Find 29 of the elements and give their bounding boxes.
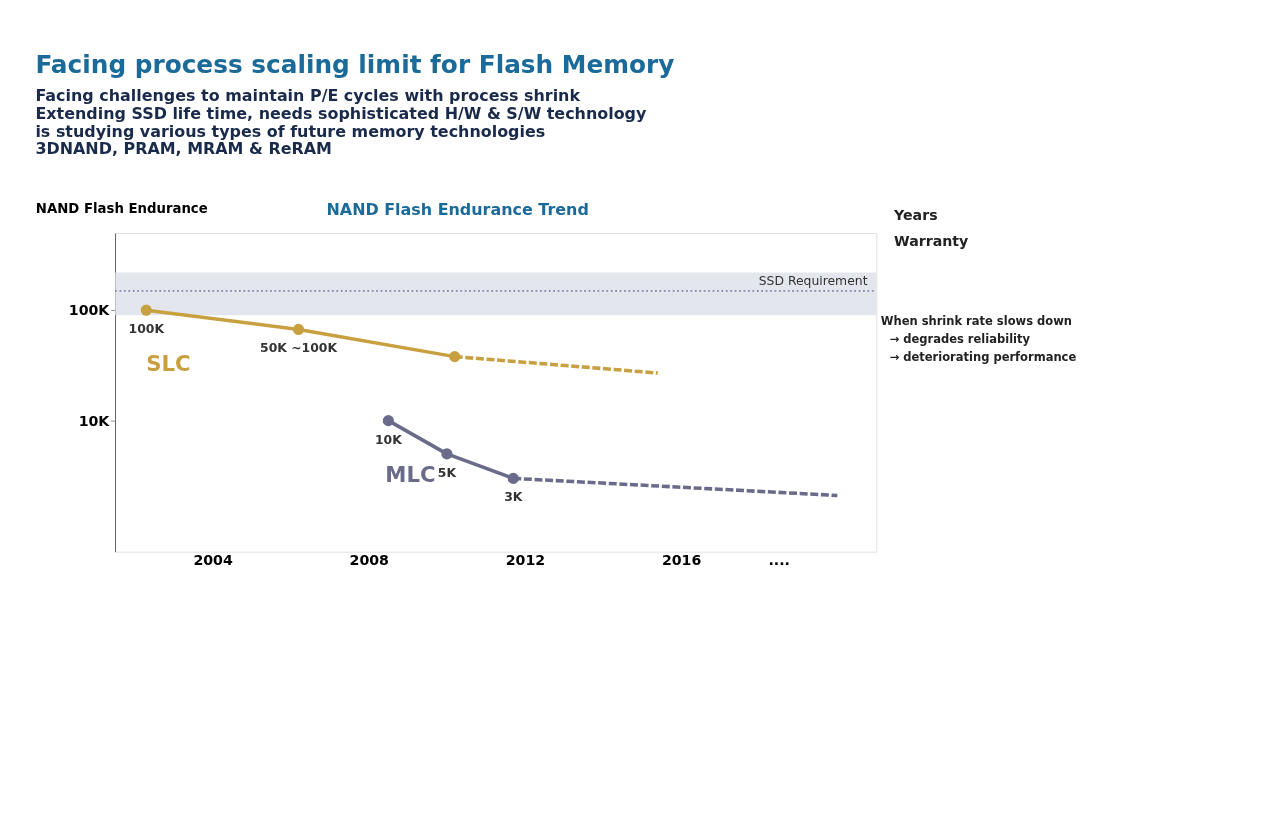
x-tick-label: ....: [768, 552, 790, 569]
annotation: 50K ~100K: [260, 340, 338, 356]
data-label: 5K: [437, 464, 457, 480]
text: is studying various types of future memory technologies: [35, 121, 546, 141]
text: Facing challenges to maintain P/E cycles with process shrink: [35, 86, 581, 106]
x-tick-label: 2004: [193, 552, 233, 569]
x-tick-label: 2012: [505, 552, 546, 569]
series-label: SLC: [146, 351, 191, 377]
y-axis-title: NAND Flash Endurance: [35, 201, 208, 217]
series-label: MLC: [385, 461, 436, 487]
text: → deteriorating performance: [889, 349, 1077, 364]
point: [382, 415, 394, 427]
point: [140, 304, 152, 316]
text: → degrades reliability: [889, 331, 1031, 346]
ref-line-label: SSD Requirement: [758, 273, 868, 289]
data-label: 10K: [374, 431, 403, 447]
point: [441, 448, 453, 460]
x-tick-label: 2016: [661, 552, 702, 569]
text: 3DNAND, PRAM, MRAM & ReRAM: [35, 139, 332, 159]
text: Years: [893, 206, 938, 223]
text: Warranty: [894, 233, 969, 250]
text: NAND Flash Endurance Trend: [326, 200, 589, 220]
text: When shrink rate slows down: [880, 314, 1072, 329]
data-label: 3K: [504, 489, 523, 505]
data-label: 100K: [128, 321, 165, 337]
text: Extending SSD life time, needs sophisticated H/W & S/W technology: [35, 103, 647, 123]
x-tick-label: 2008: [349, 552, 389, 569]
point: [292, 323, 305, 336]
chart-title: Facing process scaling limit for Flash Memory: [35, 49, 675, 79]
